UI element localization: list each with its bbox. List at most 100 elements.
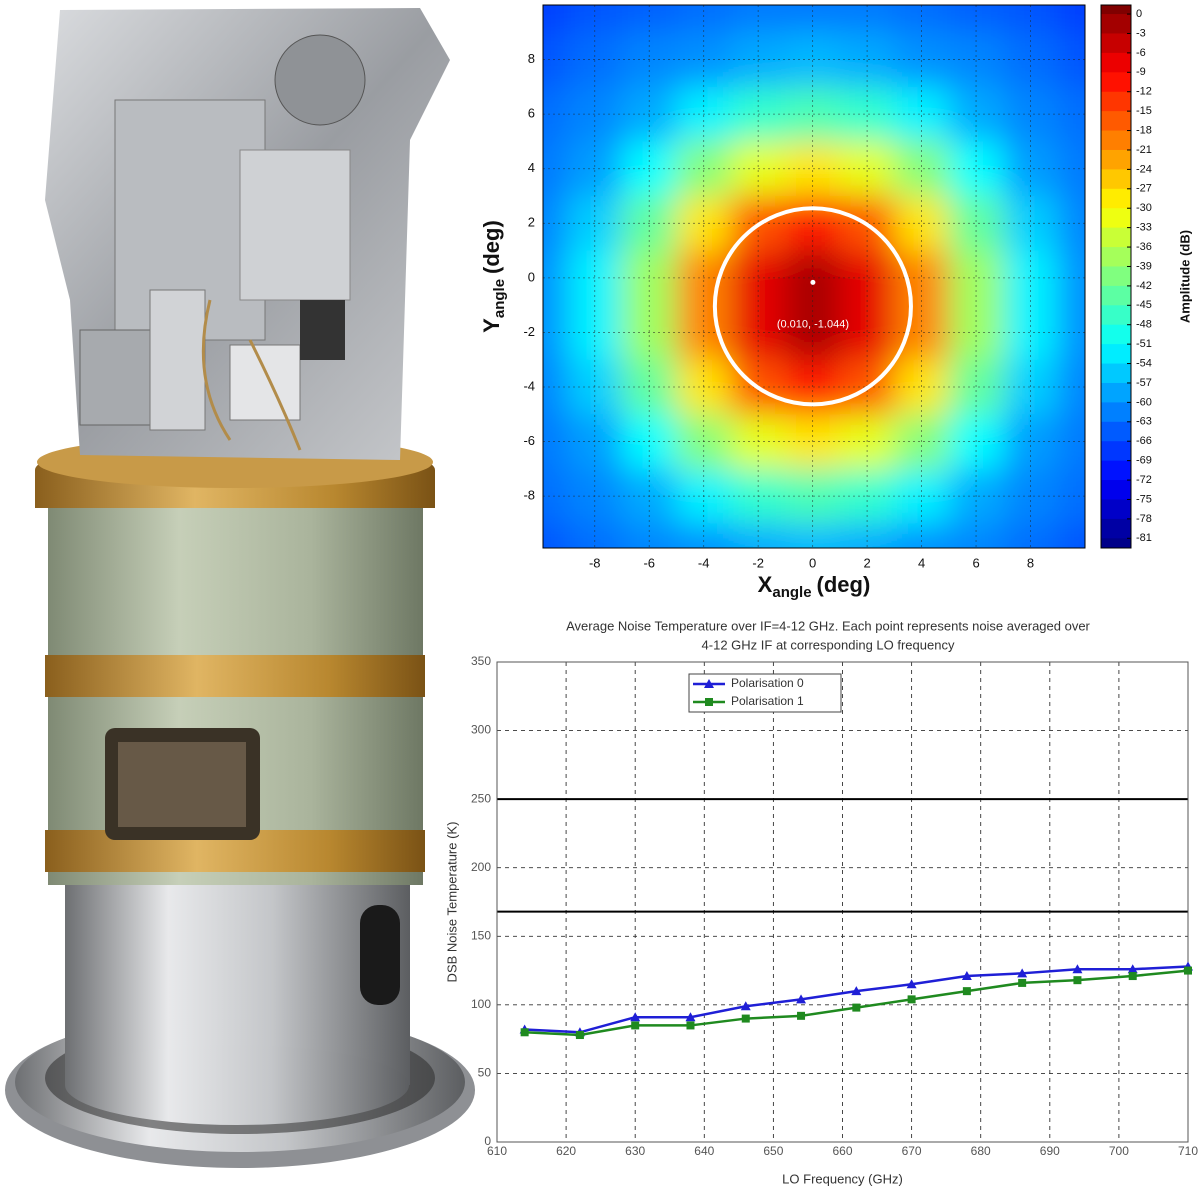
colorbar-tick-label: 0 <box>1136 8 1142 20</box>
y-tick-label: 150 <box>471 928 491 942</box>
heat-cell <box>730 5 786 33</box>
heat-cell <box>1003 5 1059 33</box>
heat-cell <box>621 5 677 33</box>
colorbar-tick-label: -24 <box>1136 163 1152 175</box>
colorbar-tick-label: -72 <box>1136 474 1152 486</box>
colorbar-segment <box>1101 402 1131 423</box>
y-tick-label: 250 <box>471 791 491 805</box>
marker <box>851 986 862 996</box>
heat-cell <box>543 523 569 548</box>
marker <box>1072 964 1083 974</box>
heat-cell <box>543 5 569 33</box>
colorbar-tick-label: -6 <box>1136 47 1146 59</box>
x-tick-label: 4 <box>918 555 925 570</box>
colorbar-tick-label: -15 <box>1136 105 1152 117</box>
heat-cell <box>543 359 569 415</box>
heat-cell <box>1057 196 1085 252</box>
x-axis-label: LO Frequency (GHz) <box>782 1171 903 1186</box>
heat-cell <box>1057 141 1085 197</box>
colorbar-segment <box>1101 33 1131 54</box>
colorbar-segment <box>1101 266 1131 287</box>
colorbar-segment <box>1101 441 1131 462</box>
heat-cell <box>730 523 786 548</box>
marker <box>1073 976 1082 985</box>
x-tick-label: 630 <box>625 1144 645 1158</box>
y-tick-label: 350 <box>471 654 491 668</box>
marker <box>631 1021 640 1030</box>
colorbar-segment <box>1101 247 1131 267</box>
colorbar-segment <box>1101 72 1131 93</box>
colorbar-tick-label: -66 <box>1136 435 1152 447</box>
marker <box>907 995 916 1004</box>
mount <box>239 149 351 301</box>
x-tick-label: 650 <box>763 1144 783 1158</box>
chart-title: Average Noise Temperature over IF=4-12 G… <box>566 618 1090 633</box>
marker <box>1017 968 1028 978</box>
heat-cell <box>894 523 950 548</box>
marker <box>906 979 917 989</box>
marker <box>740 1001 751 1011</box>
colorbar-segment <box>1101 52 1131 73</box>
heat-cell <box>839 523 895 548</box>
heat-cell <box>1057 250 1085 306</box>
colorbar-tick-label: -51 <box>1136 338 1152 350</box>
y-tick-label: 100 <box>471 997 491 1011</box>
mirror <box>274 34 366 126</box>
marker <box>852 1003 861 1012</box>
colorbar-segment <box>1101 499 1131 520</box>
colorbar-segment <box>1101 518 1131 539</box>
x-axis-label-main: X <box>758 572 773 597</box>
x-tick-label: -6 <box>643 555 655 570</box>
colorbar-segment <box>1101 149 1131 170</box>
colorbar-segment <box>1101 188 1131 209</box>
heat-cell <box>894 250 950 306</box>
marker <box>575 1031 584 1040</box>
y-tick-label: -2 <box>523 324 535 339</box>
colorbar-segment <box>1101 227 1131 248</box>
peak-marker <box>810 279 816 285</box>
x-tick-label: 690 <box>1040 1144 1060 1158</box>
colorbar-tick-label: -60 <box>1136 396 1152 408</box>
heat-cell <box>894 196 950 252</box>
colorbar-segment <box>1101 91 1131 112</box>
marker <box>961 971 972 981</box>
x-tick-label: 710 <box>1178 1144 1198 1158</box>
y-tick-label: 8 <box>528 51 535 66</box>
legend-label: Polarisation 1 <box>731 694 804 708</box>
colorbar-tick-label: -63 <box>1136 416 1152 428</box>
colorbar-tick-label: -48 <box>1136 319 1152 331</box>
component <box>300 300 345 360</box>
heat-cell <box>543 141 569 197</box>
x-tick-label: 660 <box>832 1144 852 1158</box>
gold-ring <box>45 655 425 697</box>
marker <box>797 1011 806 1020</box>
colorbar-tick-label: -45 <box>1136 299 1152 311</box>
colorbar-tick-label: -57 <box>1136 377 1152 389</box>
heat-cell <box>1003 196 1059 252</box>
colorbar-tick-label: -9 <box>1136 66 1146 78</box>
heat-cell <box>894 5 950 33</box>
chart-title: 4-12 GHz IF at corresponding LO frequenc… <box>702 637 955 652</box>
colorbar-tick-label: -27 <box>1136 183 1152 195</box>
heat-cell <box>894 141 950 197</box>
colorbar-tick-label: -69 <box>1136 455 1152 467</box>
heat-cell <box>839 5 895 33</box>
y-tick-label: 2 <box>528 215 535 230</box>
colorbar-tick-label: -81 <box>1136 532 1152 544</box>
y-tick-label: -4 <box>523 378 535 393</box>
legend-marker <box>704 679 714 688</box>
colorbar-tick-label: -36 <box>1136 241 1152 253</box>
heat-cell <box>948 141 1004 197</box>
heat-cell <box>1057 523 1085 548</box>
x-tick-label: 700 <box>1109 1144 1129 1158</box>
heat-cell <box>1003 250 1059 306</box>
instrument-photo <box>5 8 475 1168</box>
colorbar-tick-label: -78 <box>1136 513 1152 525</box>
x-tick-label: -2 <box>752 555 764 570</box>
x-axis-label-sub: angle <box>772 584 811 601</box>
x-tick-label: -8 <box>589 555 601 570</box>
marker <box>630 1012 641 1022</box>
y-tick-label: 6 <box>528 106 535 121</box>
legend-marker <box>705 698 713 706</box>
